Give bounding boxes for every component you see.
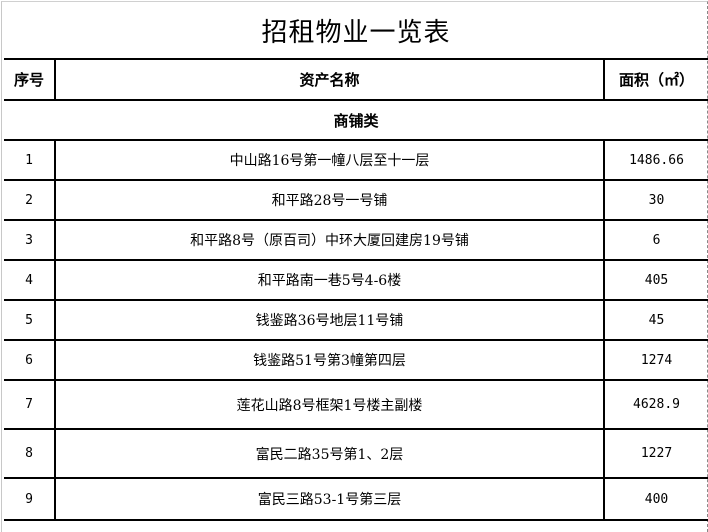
header-name: 资产名称 xyxy=(54,59,605,101)
cell-index[interactable]: 8 xyxy=(4,429,56,479)
cell-area[interactable]: 1227 xyxy=(604,429,708,479)
cell-area[interactable]: 1274 xyxy=(604,340,708,381)
cell-name[interactable]: 和平路南一巷5号4-6楼 xyxy=(55,260,605,301)
cell-area[interactable]: 6 xyxy=(604,220,708,261)
table-row: 9 富民三路53-1号第三层 400 xyxy=(4,478,708,521)
cell-area[interactable]: 1486.66 xyxy=(604,140,708,181)
cell-index[interactable]: 3 xyxy=(4,220,56,261)
cell-index[interactable]: 5 xyxy=(4,300,56,341)
table-row: 5 钱鉴路36号地层11号铺 45 xyxy=(4,300,708,341)
cell-index[interactable]: 7 xyxy=(4,380,56,430)
cell-name[interactable]: 富民三路53-1号第三层 xyxy=(55,478,605,521)
cell-name[interactable]: 钱鉴路51号第3幢第四层 xyxy=(55,340,605,381)
cell-name[interactable]: 钱鉴路36号地层11号铺 xyxy=(55,300,605,341)
cell-area[interactable]: 4628.9 xyxy=(604,380,708,430)
table-row: 2 和平路28号一号铺 30 xyxy=(4,180,708,221)
cell-area[interactable]: 405 xyxy=(604,260,708,301)
table-row: 1 中山路16号第一幢八层至十一层 1486.66 xyxy=(4,140,708,181)
table-row: 3 和平路8号（原百司）中环大厦回建房19号铺 6 xyxy=(4,220,708,261)
cell-index[interactable]: 1 xyxy=(4,140,56,181)
cell-index[interactable]: 4 xyxy=(4,260,56,301)
cell-name[interactable]: 中山路16号第一幢八层至十一层 xyxy=(55,140,605,181)
table-row: 8 富民二路35号第1、2层 1227 xyxy=(4,429,708,479)
cell-name[interactable]: 富民二路35号第1、2层 xyxy=(55,429,605,479)
cell-name[interactable]: 和平路28号一号铺 xyxy=(55,180,605,221)
cell-name[interactable]: 莲花山路8号框架1号楼主副楼 xyxy=(55,380,605,430)
cell-area[interactable]: 45 xyxy=(604,300,708,341)
cell-name[interactable]: 和平路8号（原百司）中环大厦回建房19号铺 xyxy=(55,220,605,261)
cell-area[interactable]: 30 xyxy=(604,180,708,221)
table-title: 招租物业一览表 xyxy=(4,2,708,60)
table-row: 4 和平路南一巷5号4-6楼 405 xyxy=(4,260,708,301)
cell-index[interactable]: 6 xyxy=(4,340,56,381)
cell-area[interactable]: 400 xyxy=(604,478,708,521)
header-index: 序号 xyxy=(4,59,56,101)
cell-index[interactable]: 9 xyxy=(4,478,56,521)
category-label: 商铺类 xyxy=(4,100,708,141)
cell-index[interactable]: 2 xyxy=(4,180,56,221)
table-row: 7 莲花山路8号框架1号楼主副楼 4628.9 xyxy=(4,380,708,430)
header-area: 面积（㎡） xyxy=(602,59,708,101)
property-table: 招租物业一览表 序号 资产名称 面积（㎡） 商铺类 1 中山路16号第一幢八层至十… xyxy=(4,2,708,521)
table-row: 6 钱鉴路51号第3幢第四层 1274 xyxy=(4,340,708,381)
